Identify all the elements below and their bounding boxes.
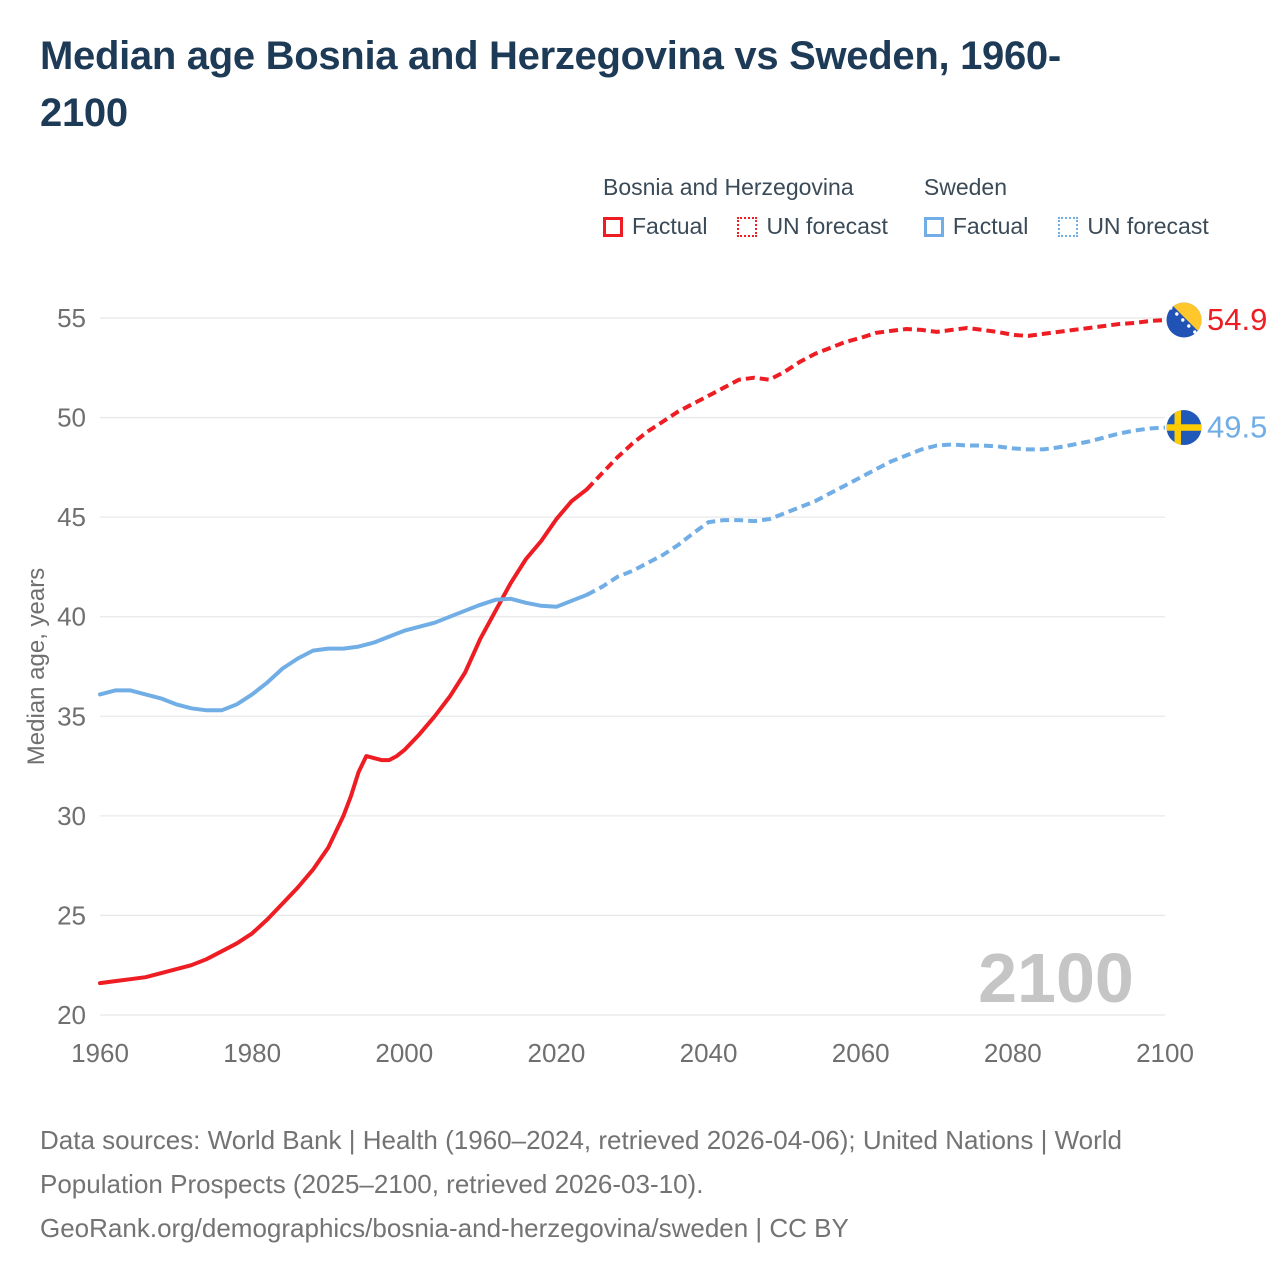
sweden-forecast-swatch-icon — [1058, 216, 1079, 237]
data-sources-text: Data sources: World Bank | Health (1960–… — [40, 1125, 1123, 1199]
x-tick-label-2060: 2060 — [832, 1038, 890, 1068]
bosnia-flag-icon — [1166, 302, 1202, 338]
chart-footer: Data sources: World Bank | Health (1960–… — [40, 1118, 1190, 1250]
watermark-year: 2100 — [978, 939, 1134, 1017]
series-sweden-factual — [98, 592, 589, 713]
legend-heading-bosnia: Bosnia and Herzegovina — [603, 174, 854, 200]
series-bosnia-forecast — [585, 318, 1166, 491]
attribution-text: GeoRank.org/demographics/bosnia-and-herz… — [40, 1213, 849, 1243]
y-tick-label-55: 55 — [57, 303, 86, 333]
legend-item-label: UN forecast — [766, 213, 888, 239]
x-tick-label-2020: 2020 — [528, 1038, 586, 1068]
x-tick-label-1980: 1980 — [223, 1038, 281, 1068]
y-tick-label-35: 35 — [57, 701, 86, 731]
end-label-bosnia: 54.9 — [1207, 302, 1267, 337]
legend-item-label: Factual — [632, 213, 708, 239]
page-title: Median age Bosnia and Herzegovina vs Swe… — [40, 34, 1061, 135]
legend-group-sweden: Sweden Factual UN forecast — [923, 174, 1209, 240]
y-tick-label-50: 50 — [57, 403, 86, 433]
series-sweden-forecast — [585, 425, 1166, 597]
x-tick-label-2040: 2040 — [680, 1038, 738, 1068]
legend-item-label: Factual — [952, 213, 1029, 239]
x-tick-label-2080: 2080 — [984, 1038, 1042, 1068]
sweden-factual-swatch-icon — [923, 216, 944, 237]
legend-item-bosnia-forecast[interactable]: UN forecast — [737, 213, 888, 240]
bosnia-factual-swatch-icon — [603, 216, 623, 237]
bosnia-forecast-swatch-icon — [737, 216, 758, 237]
y-tick-label-25: 25 — [57, 900, 86, 930]
sweden-flag-icon — [1166, 410, 1202, 446]
legend-item-bosnia-factual[interactable]: Factual — [603, 213, 707, 240]
end-label-sweden: 49.5 — [1207, 410, 1267, 445]
legend-item-label: UN forecast — [1087, 213, 1209, 239]
legend-heading-sweden: Sweden — [923, 174, 1007, 200]
y-tick-label-20: 20 — [57, 1000, 86, 1030]
y-tick-label-30: 30 — [57, 801, 86, 831]
legend-item-sweden-forecast[interactable]: UN forecast — [1058, 213, 1209, 240]
y-tick-label-45: 45 — [57, 502, 86, 532]
x-tick-label-1960: 1960 — [71, 1038, 129, 1068]
legend: Bosnia and Herzegovina Factual UN foreca… — [603, 174, 1209, 240]
legend-item-sweden-factual[interactable]: Factual — [923, 213, 1029, 240]
series-bosnia-factual — [98, 487, 589, 986]
y-tick-label-40: 40 — [57, 602, 86, 632]
y-axis-label: Median age, years — [23, 568, 50, 765]
x-tick-label-2100: 2100 — [1136, 1038, 1194, 1068]
legend-group-bosnia: Bosnia and Herzegovina Factual UN foreca… — [603, 174, 888, 240]
x-tick-label-2000: 2000 — [375, 1038, 433, 1068]
